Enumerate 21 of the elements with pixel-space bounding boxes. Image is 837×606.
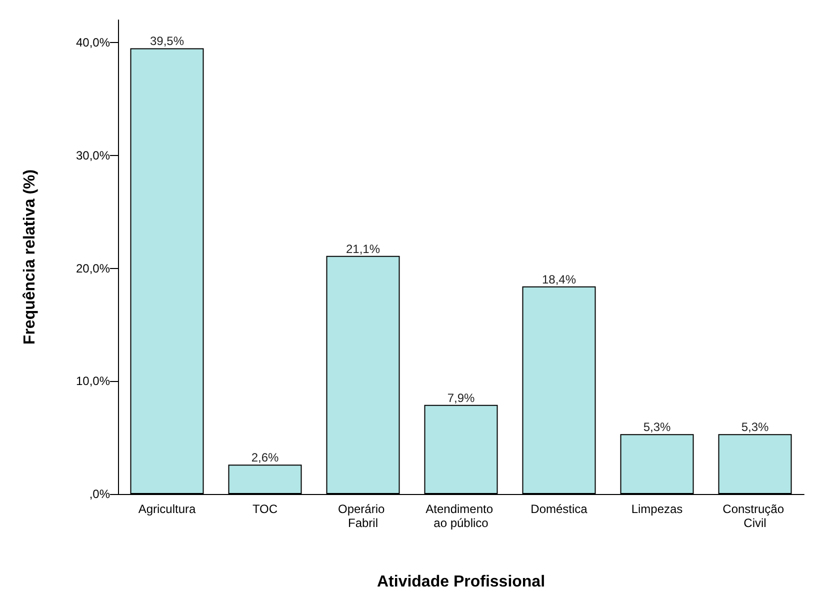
x-tick-label: Construção Civil bbox=[722, 502, 788, 530]
data-label: 5,3% bbox=[643, 420, 671, 434]
x-tick-label: Limpezas bbox=[631, 502, 683, 516]
data-label: 2,6% bbox=[251, 450, 279, 465]
x-axis-title: Atividade Profissional bbox=[376, 574, 546, 590]
x-tick-label: Operário Fabril bbox=[338, 502, 388, 530]
y-axis-title: Frequência relativa (%) bbox=[22, 169, 38, 345]
y-tick-label: 10,0% bbox=[76, 374, 110, 388]
data-label: 39,5% bbox=[150, 34, 184, 48]
y-tick-label: 40,0% bbox=[76, 36, 110, 50]
x-tick-label: Atendimento ao público bbox=[426, 502, 496, 530]
y-tick-label: 20,0% bbox=[76, 261, 110, 276]
data-label: 21,1% bbox=[346, 242, 380, 256]
data-label: 7,9% bbox=[447, 390, 475, 405]
data-label: 18,4% bbox=[542, 272, 576, 286]
x-tick-label: Doméstica bbox=[530, 502, 588, 516]
x-tick-label: Agricultura bbox=[138, 502, 196, 516]
y-tick-label: 30,0% bbox=[76, 148, 110, 162]
y-tick-label: ,0% bbox=[89, 487, 110, 501]
data-label: 5,3% bbox=[741, 420, 769, 434]
x-tick-label: TOC bbox=[252, 502, 278, 516]
